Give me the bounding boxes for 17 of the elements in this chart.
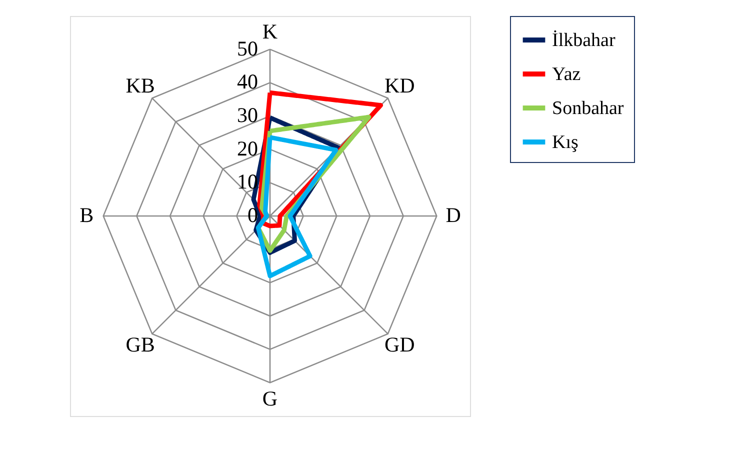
legend-label: Sonbahar [552, 98, 624, 119]
spoke-label: G [262, 386, 278, 410]
legend-label: Yaz [552, 64, 581, 85]
spoke-label: GB [126, 332, 155, 357]
spoke-label: KD [384, 73, 415, 98]
legend-label: İlkbahar [552, 30, 616, 51]
spoke-label: B [80, 203, 94, 227]
y-tick-label: 20 [237, 136, 258, 160]
legend-label: Kış [552, 132, 578, 153]
spoke-label: D [446, 203, 461, 227]
y-tick-label: 30 [237, 103, 258, 127]
y-tick-label: 0 [248, 203, 258, 227]
spoke-label: K [262, 20, 278, 44]
y-tick-label: 50 [237, 36, 258, 60]
spoke-label: GD [384, 332, 415, 357]
spoke-label: KB [126, 73, 155, 98]
y-tick-label: 40 [237, 70, 258, 94]
